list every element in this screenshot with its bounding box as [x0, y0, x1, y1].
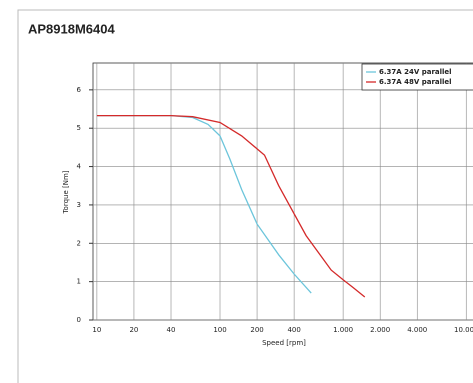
- x-tick-label: 400: [287, 326, 300, 334]
- x-tick-label: 4.000: [407, 326, 427, 334]
- x-tick-label: 20: [129, 326, 138, 334]
- x-axis-label: Speed [rpm]: [262, 339, 306, 347]
- x-tick-label: 10: [92, 326, 101, 334]
- y-tick-label: 1: [77, 278, 81, 286]
- legend-box: [361, 63, 473, 91]
- y-tick-label: 0: [77, 316, 81, 324]
- x-tick-label: 40: [167, 326, 176, 334]
- panel-border: [17, 9, 473, 383]
- x-tick-label: 200: [250, 326, 263, 334]
- y-tick-label: 6: [77, 86, 82, 94]
- legend-label: 6.37A 48V parallel: [379, 78, 452, 86]
- x-tick-label: 100: [213, 326, 226, 334]
- series-line: [96, 114, 312, 294]
- y-tick-label: 5: [77, 124, 81, 132]
- y-tick-label: 2: [77, 239, 81, 247]
- legend-label: 6.37A 24V parallel: [379, 68, 452, 76]
- x-tick-label: 10.000: [454, 326, 473, 334]
- chart-title: AP8918M6404: [28, 21, 115, 36]
- y-tick-label: 4: [77, 163, 82, 171]
- series-line: [96, 114, 366, 298]
- y-tick-label: 3: [77, 201, 81, 209]
- x-tick-label: 2.000: [370, 326, 390, 334]
- y-axis-label: Torque [Nm]: [62, 170, 70, 214]
- x-tick-label: 1.000: [333, 326, 353, 334]
